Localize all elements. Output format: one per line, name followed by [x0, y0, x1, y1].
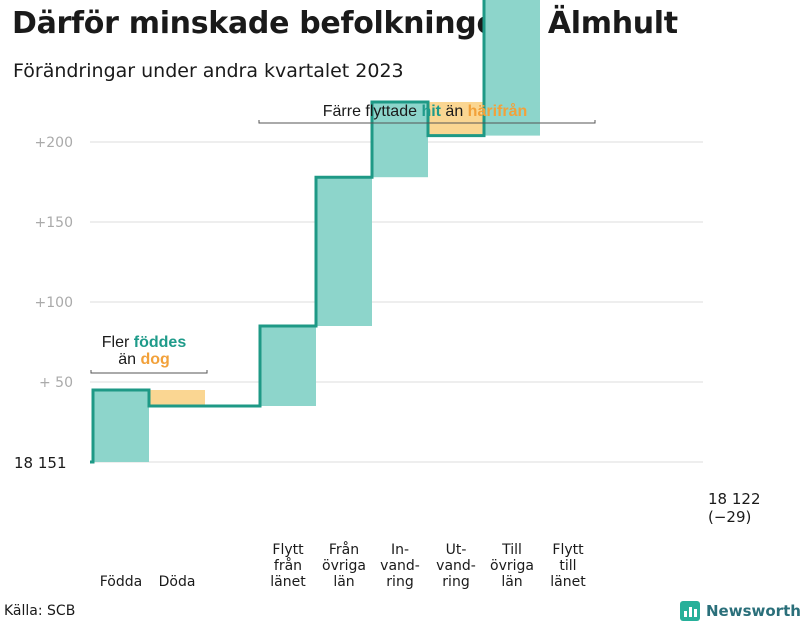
chart-subtitle: Förändringar under andra kvartalet 2023 — [13, 60, 404, 82]
y-tick-label: +100 — [35, 295, 73, 311]
category-label-line: län — [333, 574, 354, 590]
category-label-line: vand- — [436, 558, 476, 574]
category-label: In-vand-ring — [380, 542, 420, 590]
waterfall-bar — [484, 0, 540, 136]
category-label-line: Flytt — [552, 542, 584, 558]
end-change-label: (−29) — [708, 508, 751, 526]
category-label-line: ring — [386, 574, 413, 590]
category-label-line: länet — [550, 574, 586, 590]
bar-chart-icon — [680, 601, 700, 621]
category-label: Döda — [159, 574, 196, 590]
born-annotation-line2: än dog — [118, 351, 170, 368]
brand-name: Newsworthy — [706, 602, 800, 620]
category-label-line: Flytt — [272, 542, 304, 558]
moved-annotation: Färre flyttade hit än härifrån — [323, 102, 528, 120]
category-label-line: till — [559, 558, 576, 574]
category-label-line: Till — [501, 542, 522, 558]
waterfall-bar — [260, 326, 316, 406]
y-tick-label: +200 — [35, 135, 73, 151]
cumulative-step-line — [90, 0, 486, 464]
category-label-line: Från — [329, 541, 359, 558]
moved-annotation-bracket — [258, 120, 596, 124]
end-value-label: 18 122 — [708, 490, 761, 508]
category-label-line: övriga — [322, 558, 366, 574]
waterfall-bar — [316, 177, 372, 326]
category-label-line: från — [274, 557, 302, 574]
category-label-line: In- — [391, 542, 409, 558]
y-tick-label: +150 — [35, 215, 73, 231]
category-label-line: Ut- — [446, 542, 467, 558]
category-label-line: vand- — [380, 558, 420, 574]
born-annotation-bracket — [90, 370, 208, 374]
category-label-line: länet — [270, 574, 306, 590]
category-label-line: övriga — [490, 558, 534, 574]
category-label-line: ring — [442, 574, 469, 590]
y-tick-label: + 50 — [39, 375, 73, 391]
brand-logo: Newsworthy — [680, 601, 800, 621]
category-label: Ut-vand-ring — [436, 542, 476, 590]
waterfall-bar — [93, 390, 149, 462]
waterfall-bar — [372, 102, 428, 178]
category-label-line: Födda — [100, 574, 142, 590]
category-label: Födda — [100, 574, 142, 590]
category-label-line: Döda — [159, 574, 196, 590]
category-label-line: län — [501, 574, 522, 590]
born-annotation-line1: Fler föddes — [102, 334, 187, 351]
source-note: Källa: SCB — [4, 603, 76, 619]
waterfall-bar — [428, 102, 484, 136]
start-value-label: 18 151 — [14, 454, 67, 472]
waterfall-bar — [149, 390, 205, 406]
chart-title: Därför minskade befolkningen i Älmhult — [12, 6, 678, 41]
